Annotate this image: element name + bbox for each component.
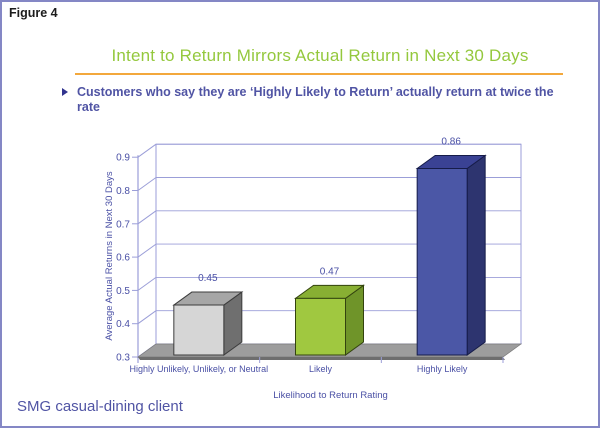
y-tick-label: 0.9 — [116, 153, 130, 164]
bullet-text: Customers who say they are ‘Highly Likel… — [77, 85, 554, 114]
slide-title: Intent to Return Mirrors Actual Return i… — [111, 46, 529, 65]
chart-bar-blue — [415, 154, 487, 356]
y-tick-label: 0.4 — [116, 319, 130, 330]
bullet-triangle-icon — [62, 88, 68, 96]
y-tick-label: 0.6 — [116, 253, 130, 264]
y-tick-label: 0.8 — [116, 186, 130, 197]
x-category-label: Likely — [309, 364, 333, 374]
bar-value-label: 0.45 — [198, 273, 218, 284]
x-category-label: Highly Likely — [417, 364, 468, 374]
bar-value-label: 0.47 — [320, 266, 340, 277]
y-tick-label: 0.3 — [116, 353, 130, 364]
chart-floor-edge — [138, 357, 505, 360]
y-axis-title: Average Actual Returns in Next 30 Days — [104, 171, 115, 341]
title-underline-rule — [75, 73, 563, 75]
chart-bar-green — [293, 284, 366, 356]
chart-bar-silver — [172, 291, 244, 356]
x-category-label: Highly Unlikely, Unlikely, or Neutral — [129, 364, 268, 374]
bullet-row: Customers who say they are ‘Highly Likel… — [62, 85, 572, 115]
y-tick-label: 0.5 — [116, 286, 130, 297]
y-tick-label: 0.7 — [116, 219, 130, 230]
client-footnote: SMG casual-dining client — [17, 398, 183, 415]
figure-label: Figure 4 — [9, 6, 58, 20]
x-axis-title: Likelihood to Return Rating — [273, 390, 388, 401]
bar-value-label: 0.86 — [441, 137, 461, 148]
